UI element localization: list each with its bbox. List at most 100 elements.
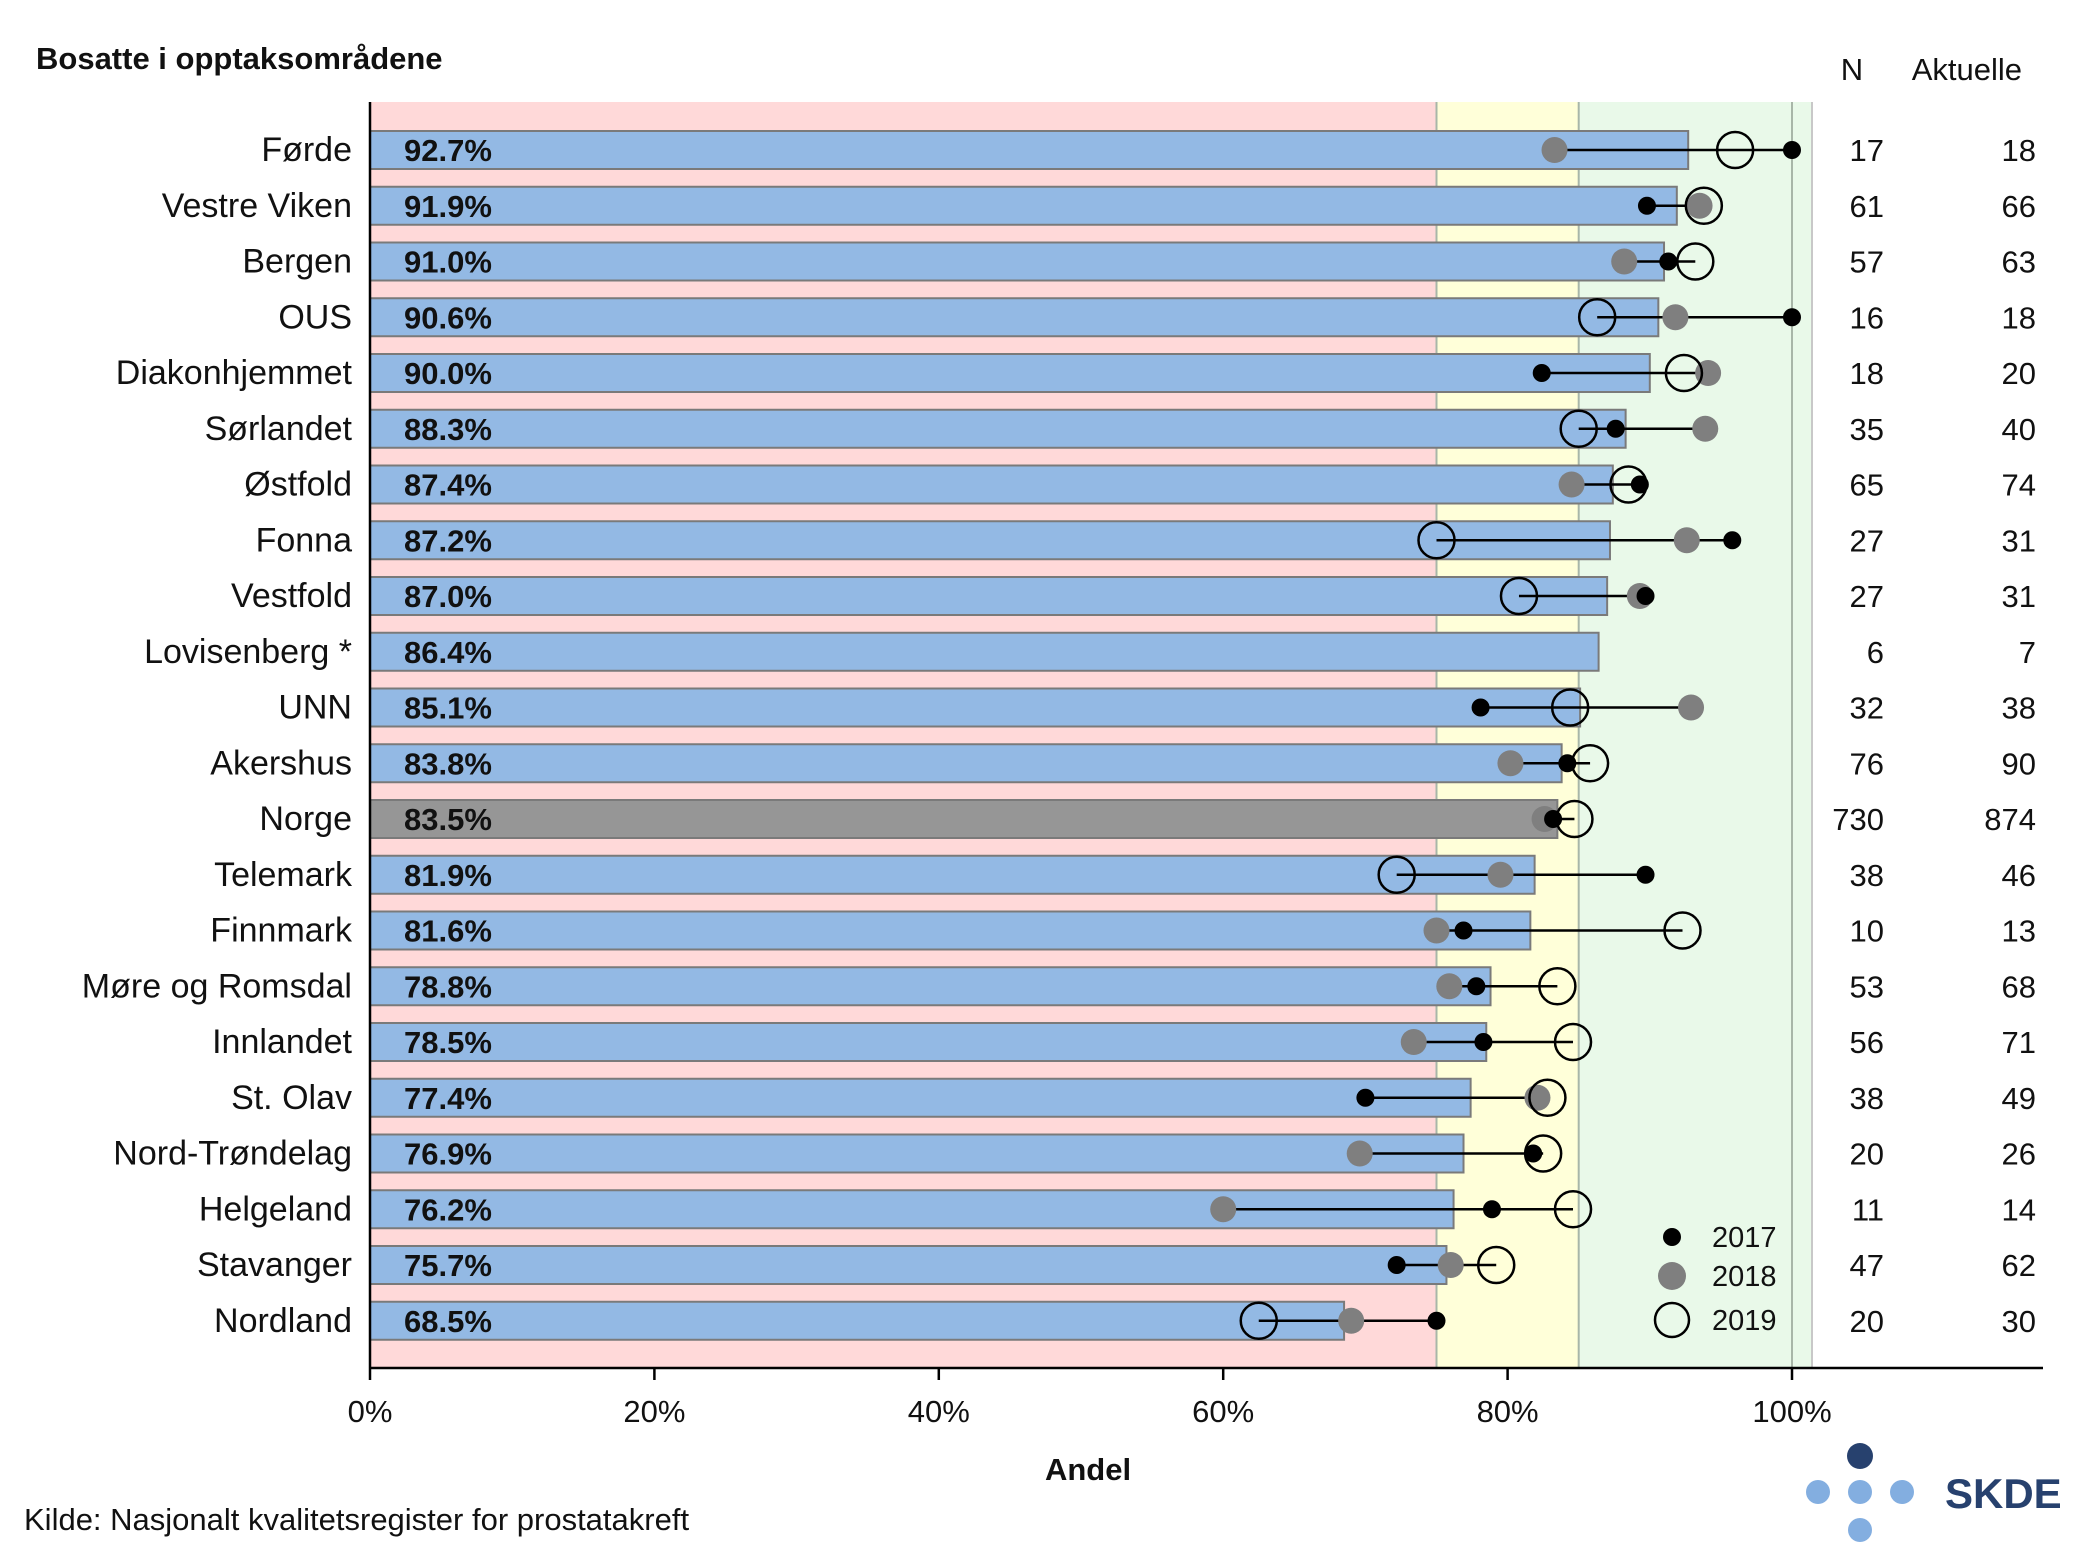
bar	[369, 743, 1563, 784]
row-n-value: 730	[1832, 802, 1884, 837]
bar-value-label: 90.0%	[404, 356, 492, 391]
bar-value-label: 87.4%	[404, 468, 492, 503]
x-tick-label: 40%	[908, 1394, 970, 1429]
marker-2019	[1609, 465, 1648, 504]
marker-2017	[1532, 364, 1551, 382]
marker-2017	[1783, 141, 1801, 159]
bar-value-label: 78.5%	[404, 1025, 492, 1060]
marker-2018	[1673, 527, 1700, 554]
row-aktuelle-value: 14	[2002, 1192, 2036, 1227]
legend-label-2019: 2019	[1712, 1305, 1777, 1337]
row-aktuelle-value: 68	[2002, 969, 2036, 1004]
row-aktuelle-value: 31	[2002, 579, 2036, 614]
row-n-value: 20	[1850, 1137, 1884, 1172]
skde-logo: SKDE	[1806, 1443, 2062, 1542]
row-name: Møre og Romsdal	[82, 967, 352, 1005]
row-n-value: 32	[1850, 691, 1884, 726]
marker-2018	[1662, 304, 1689, 331]
marker-2018	[1210, 1196, 1237, 1223]
row-aktuelle-value: 20	[2002, 356, 2036, 391]
bar-value-label: 83.8%	[404, 746, 492, 781]
bar	[369, 1245, 1448, 1285]
bar	[369, 408, 1627, 449]
row-aktuelle-value: 30	[2002, 1304, 2036, 1339]
marker-2017	[1544, 810, 1563, 828]
row-n-value: 56	[1850, 1025, 1884, 1060]
marker-2018	[1541, 137, 1568, 163]
marker-2019	[1528, 1078, 1567, 1117]
marker-2019	[1417, 521, 1456, 560]
bar	[369, 130, 1690, 170]
bar-value-label: 76.2%	[404, 1192, 492, 1227]
row-aktuelle-value: 62	[2002, 1248, 2036, 1283]
row-name: Helgeland	[199, 1190, 352, 1228]
row-aktuelle-value: 13	[2002, 914, 2036, 949]
row-aktuelle-value: 40	[2002, 412, 2036, 447]
marker-2019	[1550, 688, 1590, 727]
marker-2018	[1692, 415, 1719, 442]
marker-2018	[1346, 1140, 1373, 1167]
row-name: Førde	[261, 131, 352, 169]
marker-2019	[1499, 576, 1539, 616]
row-name: Fonna	[256, 521, 352, 559]
marker-2019	[1559, 409, 1598, 448]
bar-value-label: 87.2%	[404, 523, 492, 558]
marker-2019	[1577, 298, 1617, 337]
legend-2017-icon	[1663, 1228, 1681, 1246]
row-n-value: 18	[1850, 356, 1884, 391]
legend-2019-icon	[1653, 1301, 1691, 1339]
marker-2017	[1467, 977, 1486, 996]
x-tick-label: 20%	[623, 1394, 685, 1429]
marker-2017	[1636, 587, 1655, 605]
row-aktuelle-value: 90	[2002, 746, 2036, 781]
row-name: Diakonhjemmet	[116, 354, 353, 392]
logo-dot	[1848, 1480, 1872, 1504]
row-n-value: 38	[1850, 858, 1884, 893]
marker-2019	[1570, 744, 1610, 783]
bar-value-label: 87.0%	[404, 579, 492, 614]
marker-2018	[1487, 861, 1514, 888]
target-zone-0	[370, 102, 1437, 1368]
bar	[369, 1077, 1472, 1118]
marker-2017	[1637, 196, 1656, 215]
bar-value-label: 68.5%	[404, 1304, 492, 1339]
marker-2019	[1715, 130, 1755, 170]
marker-2018	[1400, 1029, 1427, 1055]
row-name: Nord-Trøndelag	[113, 1135, 352, 1173]
bar-value-label: 90.6%	[404, 300, 492, 335]
marker-2017	[1427, 1311, 1446, 1330]
row-n-value: 20	[1850, 1304, 1884, 1339]
bar-value-label: 78.8%	[404, 969, 492, 1004]
marker-2019	[1663, 911, 1702, 950]
bar-value-label: 75.7%	[404, 1248, 492, 1283]
row-n-value: 10	[1850, 914, 1884, 949]
marker-2017	[1524, 1144, 1543, 1163]
row-name: Vestre Viken	[162, 187, 352, 225]
x-tick-label: 80%	[1477, 1394, 1539, 1429]
row-name: Stavanger	[197, 1246, 352, 1284]
row-n-value: 61	[1850, 189, 1884, 224]
marker-2018	[1436, 973, 1463, 1000]
marker-2019	[1476, 1245, 1516, 1285]
bar-value-label: 85.1%	[404, 691, 492, 726]
bar	[369, 241, 1666, 282]
row-aktuelle-value: 31	[2002, 523, 2036, 558]
row-aktuelle-value: 18	[2002, 133, 2036, 168]
row-name: Finnmark	[210, 912, 353, 950]
bar-value-label: 76.9%	[404, 1137, 492, 1172]
row-name: Nordland	[214, 1302, 352, 1340]
marker-2019	[1664, 353, 1704, 393]
row-name: Sørlandet	[205, 410, 353, 448]
bar-value-label: 91.9%	[404, 189, 492, 224]
source-note: Kilde: Nasjonalt kvalitetsregister for p…	[24, 1502, 689, 1537]
marker-2018	[1497, 750, 1524, 777]
column-header-aktuelle: Aktuelle	[1912, 52, 2022, 87]
row-n-value: 35	[1850, 412, 1884, 447]
marker-2019	[1538, 967, 1577, 1006]
row-name: OUS	[278, 298, 352, 336]
bar	[369, 185, 1678, 226]
row-name: Lovisenberg *	[144, 633, 352, 671]
row-name: Bergen	[242, 243, 352, 281]
marker-2019	[1239, 1301, 1278, 1340]
